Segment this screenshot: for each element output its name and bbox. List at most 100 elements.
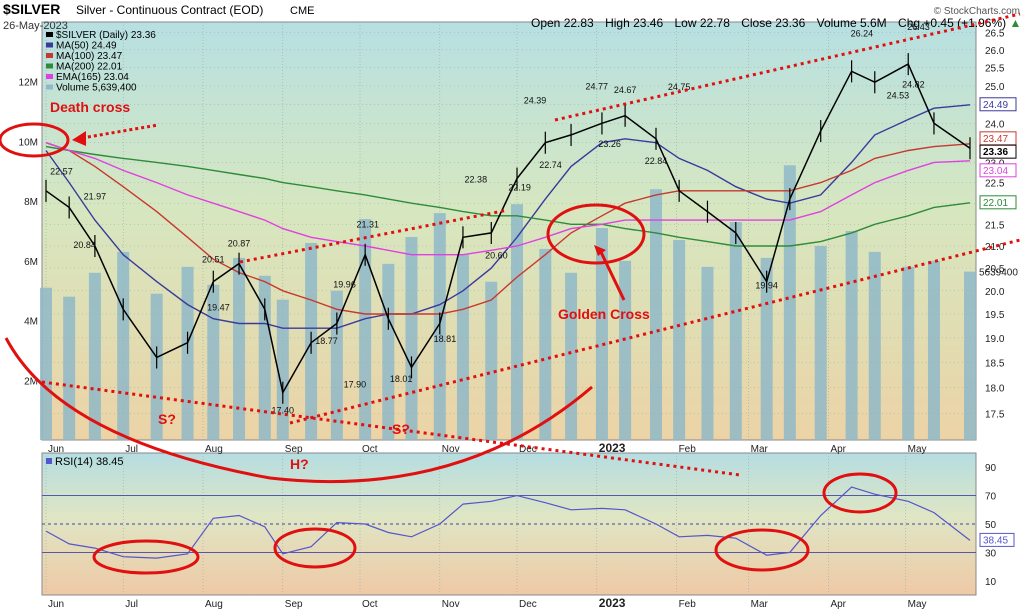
left-shoulder-label: S?: [158, 411, 176, 427]
volume-tick-label: 10M: [19, 137, 38, 148]
price-label: 22.38: [465, 175, 488, 185]
right-tag-label: 23.36: [983, 147, 1008, 158]
head-arc: [4, 337, 593, 484]
price-tick-label: 22.5: [985, 179, 1005, 190]
death-cross-ellipse: [0, 122, 70, 158]
upper-channel-trendline: [554, 12, 1021, 122]
rsi-panel: [41, 452, 977, 596]
month-label-bottom: Oct: [362, 599, 378, 610]
volume-bar: [649, 189, 662, 440]
volume-bar: [868, 251, 881, 440]
month-labels: Jun Jun Jul Jul Aug Aug Sep Sep Oct Oct Nov Nov Dec D…: [48, 441, 927, 610]
low-value: 22.78: [700, 16, 730, 30]
price-label: 19.94: [755, 281, 778, 291]
rsi-right-tag-box: [979, 532, 1015, 547]
month-label: Nov: [442, 444, 460, 455]
chart-description: Silver - Continuous Contract (EOD): [76, 3, 263, 17]
volume-bar: [619, 260, 632, 440]
rsi-tick-label: 50: [985, 520, 997, 531]
price-label: 20.87: [228, 239, 251, 249]
month-label-bottom: Dec: [519, 599, 537, 610]
volume-axis-ticks: 2M 4M 6M 8M 10M 12M 5639400: [19, 78, 1019, 388]
volume-bars: [40, 165, 976, 441]
price-label: 20.51: [202, 255, 225, 265]
rsi-tick-label: 70: [985, 492, 997, 503]
close-value: 23.36: [775, 16, 805, 30]
volume-tick-label: 8M: [24, 197, 38, 208]
price-tick-label: 19.5: [985, 310, 1005, 321]
right-tag-box: [979, 144, 1017, 159]
rsi-tick-label: 30: [985, 548, 997, 559]
chart-exchange: CME: [290, 5, 314, 17]
chart-symbol: $SILVER: [3, 1, 60, 17]
month-label-bottom: May: [908, 599, 927, 610]
volume-bar: [382, 263, 395, 440]
series-line-1: [45, 104, 971, 329]
legend-entry: MA(200) 22.01: [56, 62, 123, 73]
legend-swatch: [46, 53, 53, 58]
volume-bar: [40, 287, 52, 440]
price-label: 23.26: [598, 139, 621, 149]
rsi-ellipse-apr: [822, 472, 898, 514]
price-label: 22.19: [508, 182, 531, 192]
volume-bar: [63, 296, 76, 440]
month-label-bottom: Jul: [125, 599, 138, 610]
price-label: 22.57: [50, 167, 73, 177]
close-label: Close: [741, 16, 772, 30]
price-label: 20.60: [485, 251, 508, 261]
price-tick-label: 21.5: [985, 220, 1005, 231]
price-label: 26.24: [851, 28, 874, 38]
golden-cross-ellipse: [546, 203, 646, 265]
price-label: 18.77: [315, 336, 338, 346]
volume-tick-label: 6M: [24, 257, 38, 268]
right-tag-box: [979, 195, 1017, 210]
rsi-ellipse-sep: [273, 527, 357, 569]
volume-bar: [595, 228, 608, 440]
watermark: © StockCharts.com: [934, 6, 1020, 17]
month-label-bottom: Jun: [48, 599, 64, 610]
volume-bar: [701, 266, 714, 440]
price-tick-label: 24.0: [985, 119, 1005, 130]
right-tag-box: [979, 163, 1017, 178]
series-line-3: [45, 145, 971, 247]
volume-tick-label: 2M: [24, 376, 38, 387]
legend-entry: MA(50) 24.49: [56, 41, 117, 52]
right-tag-box: [979, 97, 1017, 112]
price-tick-label: 21.0: [985, 242, 1005, 253]
month-label: Apr: [830, 444, 846, 455]
month-label: Feb: [679, 444, 697, 455]
legend-swatch: [46, 42, 53, 48]
right-axis-tags: 24.49 23.47 23.36 23.04 22.01: [979, 97, 1017, 210]
price-tick-label: 20.5: [985, 264, 1005, 275]
rsi-legend: RSI(14) 38.45: [46, 456, 123, 468]
volume-bar: [760, 257, 773, 440]
head-label: H?: [290, 456, 309, 472]
death-cross-label: Death cross: [50, 99, 130, 115]
legend-swatch: [46, 74, 53, 79]
price-tick-label: 20.0: [985, 287, 1005, 298]
price-label: 24.77: [586, 81, 609, 91]
rsi-right-tag: 38.45: [983, 535, 1008, 546]
legend-swatch: [46, 84, 53, 90]
legend-entry: EMA(165) 23.04: [56, 72, 129, 83]
legend-swatch: [46, 63, 53, 69]
volume-bar: [359, 219, 372, 440]
price-tick-label: 26.0: [985, 46, 1005, 57]
moving-average-lines: [45, 104, 971, 329]
rsi-tick-label: 10: [985, 577, 997, 588]
golden-cross-label: Golden Cross: [558, 306, 650, 322]
volume-bar: [673, 239, 686, 440]
rsi-ellipse-mar: [714, 528, 810, 572]
price-label: 24.39: [524, 96, 547, 106]
volume-label: Volume: [817, 16, 857, 30]
price-label: 22.74: [539, 160, 562, 170]
volume-bar: [845, 231, 858, 440]
month-label: Jun: [48, 444, 64, 455]
volume-tick-label: 12M: [19, 78, 38, 89]
legend-entry: $SILVER (Daily) 23.36: [56, 30, 156, 41]
month-label: Jul: [125, 444, 138, 455]
right-tag-label: 24.49: [983, 100, 1008, 111]
month-label-bottom: 2023: [599, 596, 626, 610]
